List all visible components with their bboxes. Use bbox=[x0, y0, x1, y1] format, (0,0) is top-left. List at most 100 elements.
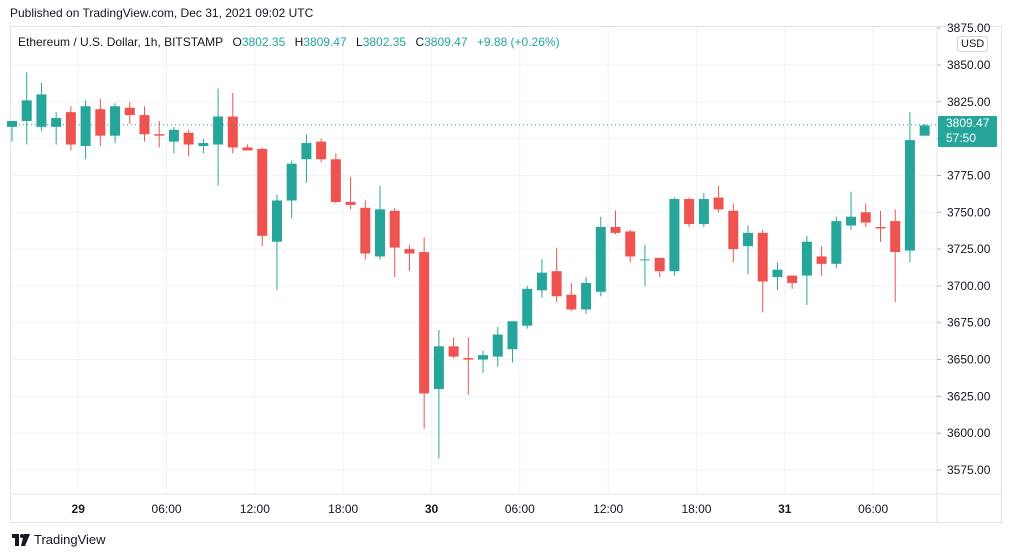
candle bbox=[7, 120, 17, 142]
candle-body bbox=[904, 140, 915, 251]
candle bbox=[698, 193, 709, 227]
candle-body bbox=[801, 241, 812, 276]
candle bbox=[110, 103, 121, 144]
candle bbox=[36, 82, 47, 132]
candle-body bbox=[772, 269, 783, 278]
last-price-value: 3809.47 bbox=[946, 116, 990, 130]
candle-body bbox=[375, 209, 385, 257]
candle bbox=[522, 285, 533, 329]
candle bbox=[801, 235, 812, 306]
candle-body bbox=[286, 163, 297, 201]
last-price-tag: 3809.47 57:50 bbox=[938, 116, 997, 147]
currency-badge[interactable]: USD bbox=[957, 36, 989, 52]
bar-countdown: 57:50 bbox=[946, 131, 977, 145]
candle-body bbox=[198, 143, 209, 146]
price-tick-label: 3575.00 bbox=[947, 463, 991, 477]
candle-body bbox=[51, 118, 62, 127]
candle-body bbox=[566, 294, 577, 310]
candle-body bbox=[743, 232, 753, 247]
candle-body bbox=[639, 259, 650, 261]
candle-body bbox=[95, 109, 106, 136]
candle bbox=[198, 138, 209, 154]
candle bbox=[21, 72, 32, 145]
candle-body bbox=[316, 141, 327, 160]
candle-body bbox=[257, 148, 268, 236]
candle bbox=[227, 92, 238, 154]
candle-body bbox=[581, 282, 592, 310]
candle-body bbox=[110, 106, 121, 136]
candle-body bbox=[860, 212, 871, 223]
time-tick-label: 29 bbox=[72, 502, 86, 516]
price-tick-label: 3750.00 bbox=[947, 205, 991, 219]
candle-body bbox=[330, 159, 341, 202]
footer-brand[interactable]: TradingView bbox=[12, 532, 106, 547]
candle-body bbox=[919, 125, 930, 136]
price-tick-label: 3850.00 bbox=[947, 58, 991, 72]
candle-body bbox=[433, 346, 444, 389]
high-value: 3809.47 bbox=[303, 35, 347, 49]
candle-body bbox=[536, 272, 547, 291]
candle bbox=[51, 112, 62, 145]
candle-body bbox=[698, 199, 709, 225]
candle bbox=[904, 112, 915, 263]
price-tick-label: 3675.00 bbox=[947, 316, 991, 330]
price-tick-label: 3825.00 bbox=[947, 95, 991, 109]
candle bbox=[95, 98, 106, 146]
candle bbox=[536, 259, 547, 298]
candle bbox=[492, 327, 503, 367]
price-tick-label: 3775.00 bbox=[947, 168, 991, 182]
open-value: 3802.35 bbox=[241, 35, 286, 49]
candle bbox=[787, 275, 798, 289]
candle-body bbox=[345, 201, 356, 205]
candle bbox=[242, 144, 253, 151]
tradingview-logo-icon bbox=[12, 533, 30, 546]
candle-body bbox=[478, 355, 489, 360]
candle bbox=[183, 129, 194, 157]
candle-body bbox=[419, 252, 430, 394]
time-tick-label: 06:00 bbox=[505, 502, 535, 516]
candle-body bbox=[139, 115, 150, 135]
candle-body bbox=[846, 216, 857, 226]
candle bbox=[213, 88, 224, 186]
candle bbox=[463, 337, 474, 395]
price-tick-label: 3650.00 bbox=[947, 353, 991, 367]
candle bbox=[154, 120, 165, 148]
brand-name: TradingView bbox=[34, 532, 106, 547]
close-value: 3809.47 bbox=[424, 35, 468, 49]
candle-body bbox=[80, 106, 91, 146]
candles bbox=[7, 72, 930, 459]
candle-body bbox=[227, 116, 238, 148]
time-tick-label: 12:00 bbox=[240, 502, 270, 516]
price-tick-label: 3725.00 bbox=[947, 242, 991, 256]
low-value: 3802.35 bbox=[362, 35, 407, 49]
candle-body bbox=[492, 334, 503, 357]
time-axis: 29 06:00 12:00 18:00 30 06:00 12:00 18:00 31 06:0… bbox=[72, 502, 889, 516]
candle bbox=[330, 153, 341, 204]
time-tick-label: 12:00 bbox=[593, 502, 623, 516]
low-label: L bbox=[356, 35, 363, 49]
candle-body bbox=[448, 346, 459, 357]
candle-body bbox=[463, 358, 474, 360]
candle-body bbox=[684, 199, 695, 225]
candle-body bbox=[183, 132, 194, 145]
time-tick-label: 31 bbox=[778, 502, 792, 516]
price-tick-label: 3625.00 bbox=[947, 389, 991, 403]
candle-body bbox=[787, 275, 798, 283]
candle-body bbox=[7, 120, 17, 127]
candle-body bbox=[154, 134, 165, 136]
candle bbox=[168, 126, 179, 154]
candle bbox=[448, 337, 459, 359]
candle bbox=[257, 147, 268, 247]
candle-body bbox=[728, 210, 739, 250]
candle bbox=[375, 185, 385, 260]
candle bbox=[316, 138, 327, 163]
candle-body bbox=[875, 227, 886, 229]
candle bbox=[271, 194, 282, 291]
price-tick-label: 3875.00 bbox=[947, 21, 991, 35]
candle bbox=[919, 123, 930, 136]
candle-body bbox=[816, 256, 827, 264]
price-axis: 3875.003850.003825.003800.003775.003750.… bbox=[937, 21, 991, 477]
candle-body bbox=[404, 249, 415, 254]
candle bbox=[639, 244, 650, 286]
